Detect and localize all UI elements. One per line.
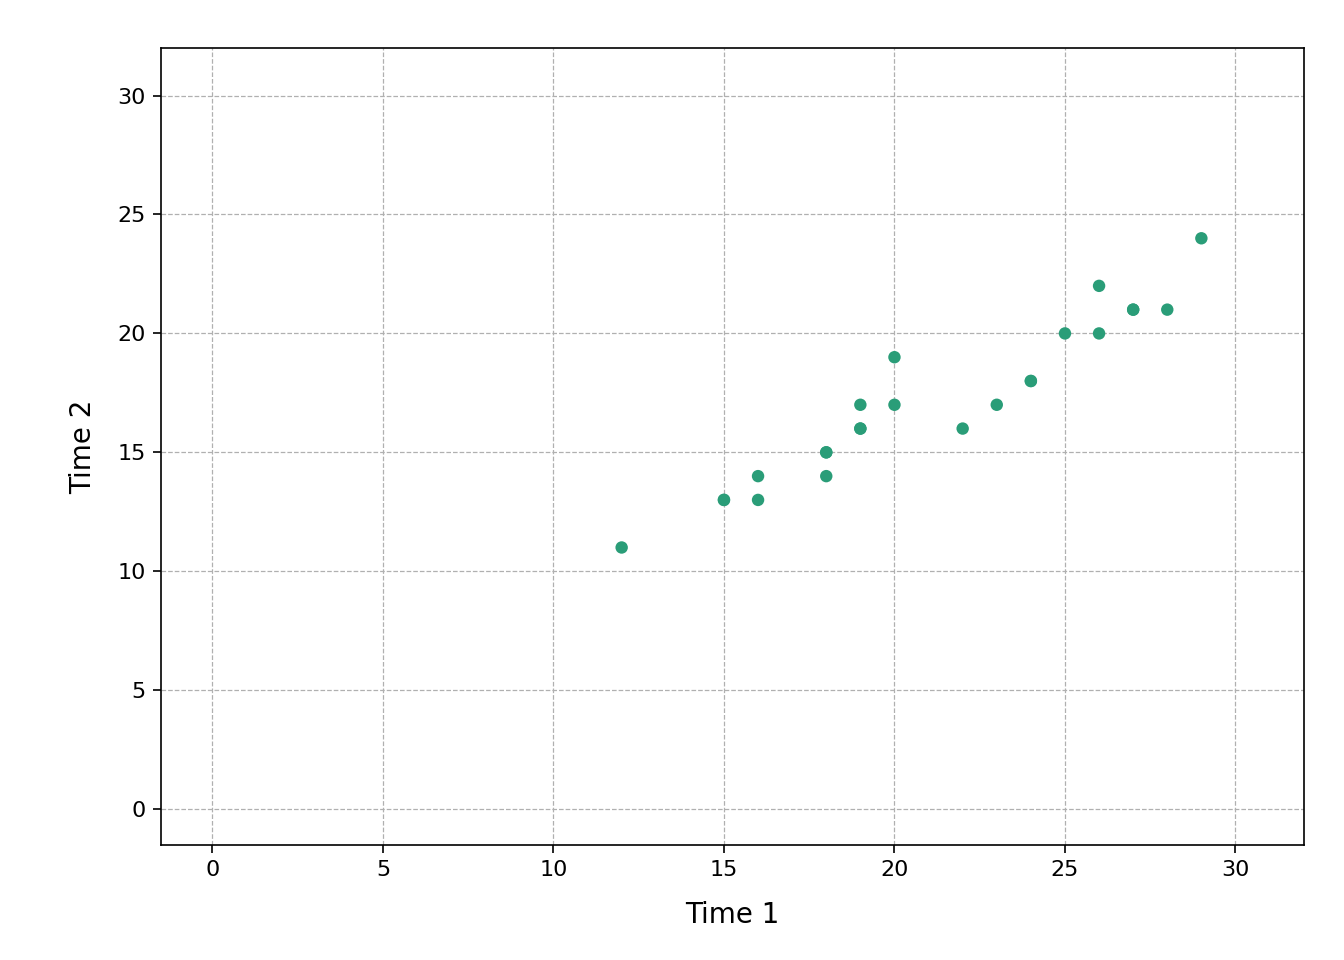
Y-axis label: Time 2: Time 2: [69, 399, 97, 493]
Point: [747, 492, 769, 508]
Point: [747, 468, 769, 484]
Point: [714, 492, 735, 508]
Point: [816, 444, 837, 460]
Point: [1122, 302, 1144, 318]
Point: [1054, 325, 1075, 341]
Point: [816, 468, 837, 484]
Point: [1157, 302, 1179, 318]
Point: [986, 397, 1008, 413]
Point: [1122, 302, 1144, 318]
Point: [714, 492, 735, 508]
Point: [1089, 325, 1110, 341]
Point: [952, 420, 973, 436]
Point: [1191, 230, 1212, 246]
Point: [849, 420, 871, 436]
Point: [849, 397, 871, 413]
Point: [1089, 278, 1110, 294]
Point: [884, 349, 906, 365]
Point: [612, 540, 633, 555]
Point: [1020, 373, 1042, 389]
Point: [849, 420, 871, 436]
Point: [884, 397, 906, 413]
Point: [816, 444, 837, 460]
Point: [1020, 373, 1042, 389]
X-axis label: Time 1: Time 1: [685, 900, 780, 929]
